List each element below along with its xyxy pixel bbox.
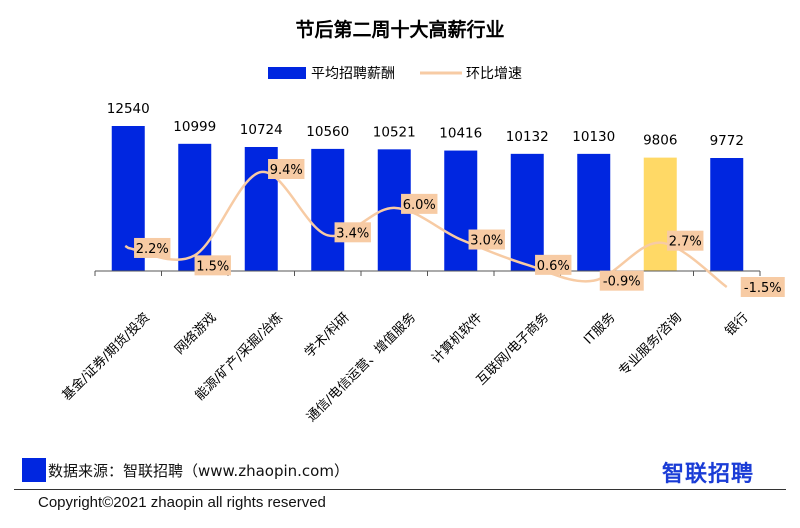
pct-label: -1.5% xyxy=(744,281,782,296)
bar-value-label: 12540 xyxy=(107,101,150,117)
bar xyxy=(444,150,478,271)
legend: 平均招聘薪酬 环比增速 xyxy=(268,66,522,82)
bar xyxy=(311,148,345,271)
pct-label-bg xyxy=(667,230,704,251)
pct-label: -0.9% xyxy=(603,275,641,290)
pct-label: 6.0% xyxy=(403,198,436,213)
pct-label-bg xyxy=(401,193,438,214)
legend-line-label: 环比增速 xyxy=(466,66,522,82)
pct-label: 2.7% xyxy=(669,235,702,250)
source-text: 数据来源：智联招聘（www.zhaopin.com） xyxy=(48,461,349,480)
chart: 节后第二周十大高薪行业 平均招聘薪酬 环比增速 12540 10999 10724 1… xyxy=(59,18,785,426)
pct-label: 3.4% xyxy=(336,226,369,241)
chart-title: 节后第二周十大高薪行业 xyxy=(295,18,504,41)
bar-value-label: 10724 xyxy=(240,122,283,138)
bar xyxy=(510,153,544,271)
category-label: 通信/电信运营、增值服务 xyxy=(304,310,420,426)
pct-label-bg xyxy=(194,255,231,276)
category-label: 学术/科研 xyxy=(301,310,352,361)
brand-logo: 智联招聘 xyxy=(662,462,755,487)
bar-value-label: 10130 xyxy=(572,129,615,145)
legend-bar-swatch xyxy=(268,67,306,79)
data-source: 数据来源：智联招聘（www.zhaopin.com） xyxy=(22,458,349,482)
pct-label: 3.0% xyxy=(470,234,503,249)
bar-value-label: 10999 xyxy=(173,119,216,135)
copyright: Copyright©2021 zhaopin all rights reserv… xyxy=(38,494,326,511)
bar xyxy=(178,143,212,271)
pct-label-bg xyxy=(268,159,305,179)
category-label: 计算机软件 xyxy=(429,310,486,367)
category-label: 网络游戏 xyxy=(171,310,219,358)
pct-label: 2.2% xyxy=(136,242,169,257)
bar-value-label: 9772 xyxy=(710,133,744,149)
category-label: 互联网/电子商务 xyxy=(473,310,552,389)
pct-label-bg xyxy=(599,270,644,291)
bar-value-label: 10560 xyxy=(306,124,349,140)
category-label: IT服务 xyxy=(581,310,619,348)
category-label: 银行 xyxy=(723,310,752,339)
category-label: 基金/证券/期货/投资 xyxy=(59,310,153,404)
footer-divider xyxy=(14,489,786,490)
bar xyxy=(643,157,677,271)
bar-value-label: 10132 xyxy=(506,129,549,145)
pct-label-bg xyxy=(468,229,505,250)
bar xyxy=(577,153,611,271)
legend-bar-label: 平均招聘薪酬 xyxy=(311,66,395,82)
bar-value-label: 10521 xyxy=(373,124,416,140)
pct-label-bg xyxy=(334,222,371,243)
pct-label: 0.6% xyxy=(537,259,570,274)
pct-label: 1.5% xyxy=(196,259,229,274)
bar-value-label: 10416 xyxy=(439,126,482,142)
pct-label-bg xyxy=(535,254,572,275)
pct-label-bg xyxy=(740,277,785,297)
bar-value-label: 9806 xyxy=(643,133,677,149)
pct-label: 9.4% xyxy=(270,163,303,178)
category-label: 专业服务/咨询 xyxy=(616,310,686,380)
source-marker xyxy=(22,458,46,482)
bar xyxy=(710,158,744,271)
pct-label-bg xyxy=(134,237,171,258)
